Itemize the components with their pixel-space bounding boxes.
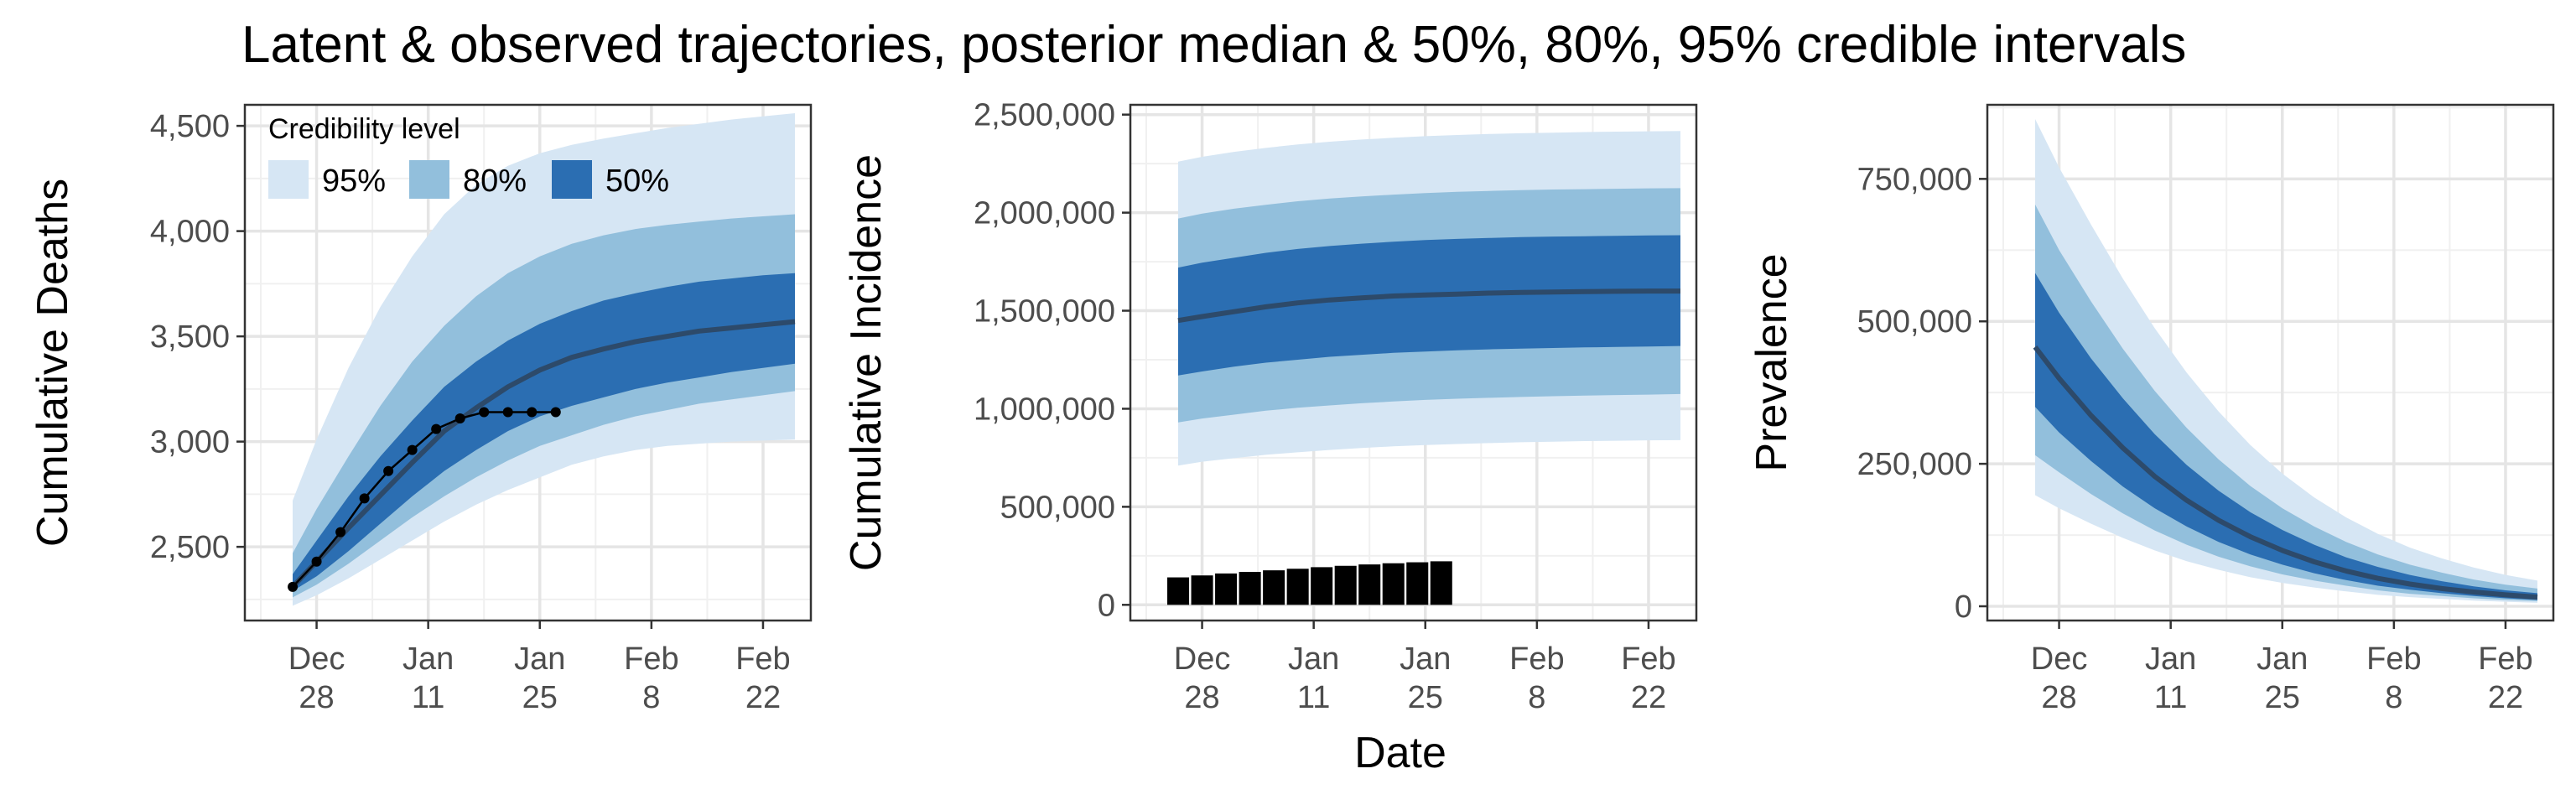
observed-bar	[1215, 573, 1238, 605]
legend-label: 95%	[322, 164, 386, 199]
band-50	[1178, 235, 1680, 376]
x-tick-label: 8	[642, 680, 660, 715]
y-tick-label: 2,500	[150, 530, 230, 565]
y-tick-label: 2,500,000	[974, 98, 1115, 133]
x-tick-label: 8	[1528, 680, 1545, 715]
x-tick-label: Feb	[624, 641, 678, 677]
y-tick-label: 500,000	[1857, 304, 1972, 340]
observed-point	[479, 407, 490, 418]
x-tick-label: Dec	[1174, 641, 1231, 677]
observed-bar	[1191, 575, 1213, 605]
y-tick-label: 1,000,000	[974, 392, 1115, 427]
observed-point	[431, 423, 442, 434]
observed-bar	[1382, 563, 1405, 605]
x-tick-label: 11	[1297, 680, 1330, 715]
x-tick-label: Feb	[2478, 641, 2532, 677]
y-axis-title: Cumulative Deaths	[29, 179, 77, 547]
observed-point	[527, 407, 538, 418]
observed-point	[550, 407, 561, 418]
panel-3: 0250,000500,000750,000Dec28Jan11Jan25Feb…	[1748, 103, 2555, 715]
x-tick-label: Jan	[402, 641, 454, 677]
x-tick-label: 22	[1631, 680, 1666, 715]
x-tick-label: Jan	[1288, 641, 1339, 677]
x-tick-label: 25	[1408, 680, 1443, 715]
panel-border	[1986, 103, 2555, 622]
panel-1: 2,5003,0003,5004,0004,500Dec28Jan11Jan25…	[29, 103, 813, 715]
observed-bar	[1406, 562, 1429, 605]
x-tick-label: 8	[2385, 680, 2402, 715]
observed-bar	[1311, 567, 1333, 605]
x-tick-label: 28	[299, 680, 334, 715]
y-tick-label: 750,000	[1857, 162, 1972, 197]
x-tick-label: Feb	[1621, 641, 1675, 677]
y-tick-label: 0	[1098, 588, 1115, 623]
observed-bar	[1430, 561, 1452, 605]
x-tick-label: Dec	[2031, 641, 2088, 677]
x-tick-label: 11	[412, 680, 444, 715]
x-tick-label: Jan	[2257, 641, 2308, 677]
x-axis-title: Date	[1354, 729, 1446, 777]
band-50	[2035, 273, 2537, 600]
observed-point	[311, 556, 322, 567]
panel-border	[1129, 103, 1698, 622]
legend-title: Credibility level	[268, 113, 460, 145]
y-tick-label: 3,500	[150, 319, 230, 355]
observed-point	[454, 413, 465, 424]
observed-point	[288, 581, 299, 592]
observed-bar	[1334, 565, 1357, 605]
y-tick-label: 0	[1955, 589, 1972, 625]
x-tick-label: Jan	[1400, 641, 1451, 677]
y-tick-label: 3,000	[150, 425, 230, 460]
band-50	[293, 273, 795, 591]
x-tick-label: 22	[2488, 680, 2523, 715]
x-tick-label: Feb	[1509, 641, 1564, 677]
x-tick-label: 28	[2041, 680, 2076, 715]
observed-point	[407, 444, 418, 455]
observed-point	[335, 527, 346, 538]
y-axis-title: Prevalence	[1748, 253, 1796, 471]
median-line	[1177, 288, 1680, 324]
x-tick-label: Feb	[2366, 641, 2421, 677]
x-tick-label: 11	[2154, 680, 2187, 715]
observed-point	[359, 493, 370, 504]
x-tick-label: 28	[1184, 680, 1219, 715]
x-tick-label: 22	[745, 680, 781, 715]
legend: Credibility level 95% 80% 50%	[268, 113, 669, 199]
y-tick-label: 2,000,000	[974, 196, 1115, 231]
median-line	[290, 319, 796, 589]
observed-bar	[1263, 570, 1285, 605]
legend-swatch	[552, 160, 592, 199]
observed-bar	[1167, 577, 1190, 605]
x-tick-label: 25	[522, 680, 558, 715]
legend-swatch	[409, 160, 449, 199]
x-tick-label: Feb	[735, 641, 790, 677]
x-tick-label: Jan	[514, 641, 565, 677]
x-tick-label: Jan	[2145, 641, 2196, 677]
observed-bar	[1239, 572, 1261, 605]
y-tick-label: 4,000	[150, 215, 230, 250]
x-tick-label: 25	[2265, 680, 2300, 715]
chart-title: Latent & observed trajectories, posterio…	[242, 16, 2187, 74]
observed-point	[383, 465, 394, 476]
y-tick-label: 250,000	[1857, 447, 1972, 482]
observed-bar	[1286, 569, 1309, 605]
y-tick-label: 500,000	[1000, 490, 1115, 525]
observed-point	[502, 407, 513, 418]
y-axis-title: Cumulative Incidence	[842, 154, 891, 571]
legend-label: 50%	[605, 164, 669, 199]
observed-bar	[1358, 564, 1381, 605]
y-tick-label: 1,500,000	[974, 294, 1115, 330]
legend-swatch	[268, 160, 309, 199]
median-line	[2033, 345, 2538, 600]
panel-2: 0 500,000 1,000,000 1,500,000 2,000,000 2,500…	[842, 98, 1698, 715]
x-tick-label: Dec	[288, 641, 345, 677]
y-tick-label: 4,500	[150, 109, 230, 144]
legend-label: 80%	[463, 164, 527, 199]
panel-border	[243, 103, 813, 622]
